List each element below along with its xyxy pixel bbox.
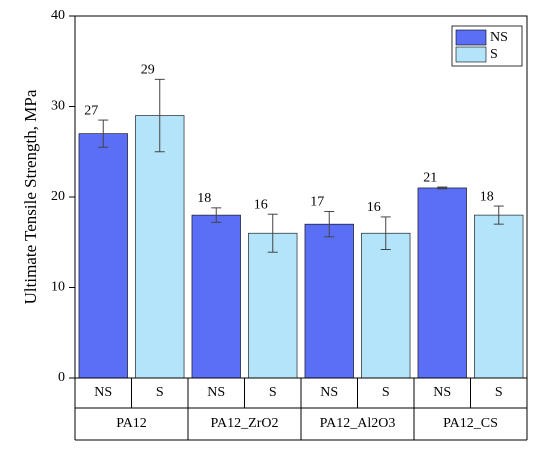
bar xyxy=(417,187,467,379)
bar xyxy=(248,232,298,379)
error-bar xyxy=(211,207,222,223)
data-label: 18 xyxy=(197,191,211,206)
data-label: 21 xyxy=(423,170,437,185)
legend-label: S xyxy=(490,47,498,62)
x-tick-label: PA12 xyxy=(116,416,147,431)
y-axis-title: Ultimate Tensile Strength, MPa xyxy=(21,89,40,304)
bar xyxy=(191,214,241,379)
x-tick-label: PA12_Al2O3 xyxy=(320,416,396,431)
bar xyxy=(304,223,354,379)
data-label: 27 xyxy=(84,103,98,118)
bar xyxy=(135,115,185,379)
data-label: 16 xyxy=(367,200,381,215)
bar xyxy=(78,133,128,379)
x-sub-label: S xyxy=(269,385,277,400)
error-bar xyxy=(324,210,335,238)
bar xyxy=(474,214,524,379)
data-label: 17 xyxy=(310,195,324,210)
x-sub-label: S xyxy=(495,385,503,400)
error-bar xyxy=(437,186,448,190)
y-tick-label: 30 xyxy=(51,99,65,114)
y-tick-label: 10 xyxy=(51,280,65,295)
error-bar xyxy=(493,205,504,225)
legend-swatch xyxy=(455,29,487,46)
y-tick-label: 0 xyxy=(58,370,65,385)
x-tick-label: PA12_ZrO2 xyxy=(211,416,279,431)
x-tick-label: PA12_CS xyxy=(443,416,498,431)
error-bar xyxy=(98,119,109,148)
legend-label: NS xyxy=(490,30,508,45)
bar xyxy=(361,232,411,379)
data-label: 16 xyxy=(254,197,268,212)
y-tick-label: 20 xyxy=(51,189,65,204)
x-sub-label: NS xyxy=(94,385,112,400)
data-label: 18 xyxy=(480,189,494,204)
x-sub-label: S xyxy=(156,385,164,400)
error-bar xyxy=(154,78,165,153)
error-bar xyxy=(267,213,278,253)
legend-swatch xyxy=(455,46,487,63)
x-sub-label: NS xyxy=(320,385,338,400)
error-bar xyxy=(380,216,391,250)
x-sub-label: S xyxy=(382,385,390,400)
x-sub-label: NS xyxy=(433,385,451,400)
x-sub-label: NS xyxy=(207,385,225,400)
y-tick-label: 40 xyxy=(51,8,65,23)
data-label: 29 xyxy=(141,63,155,78)
